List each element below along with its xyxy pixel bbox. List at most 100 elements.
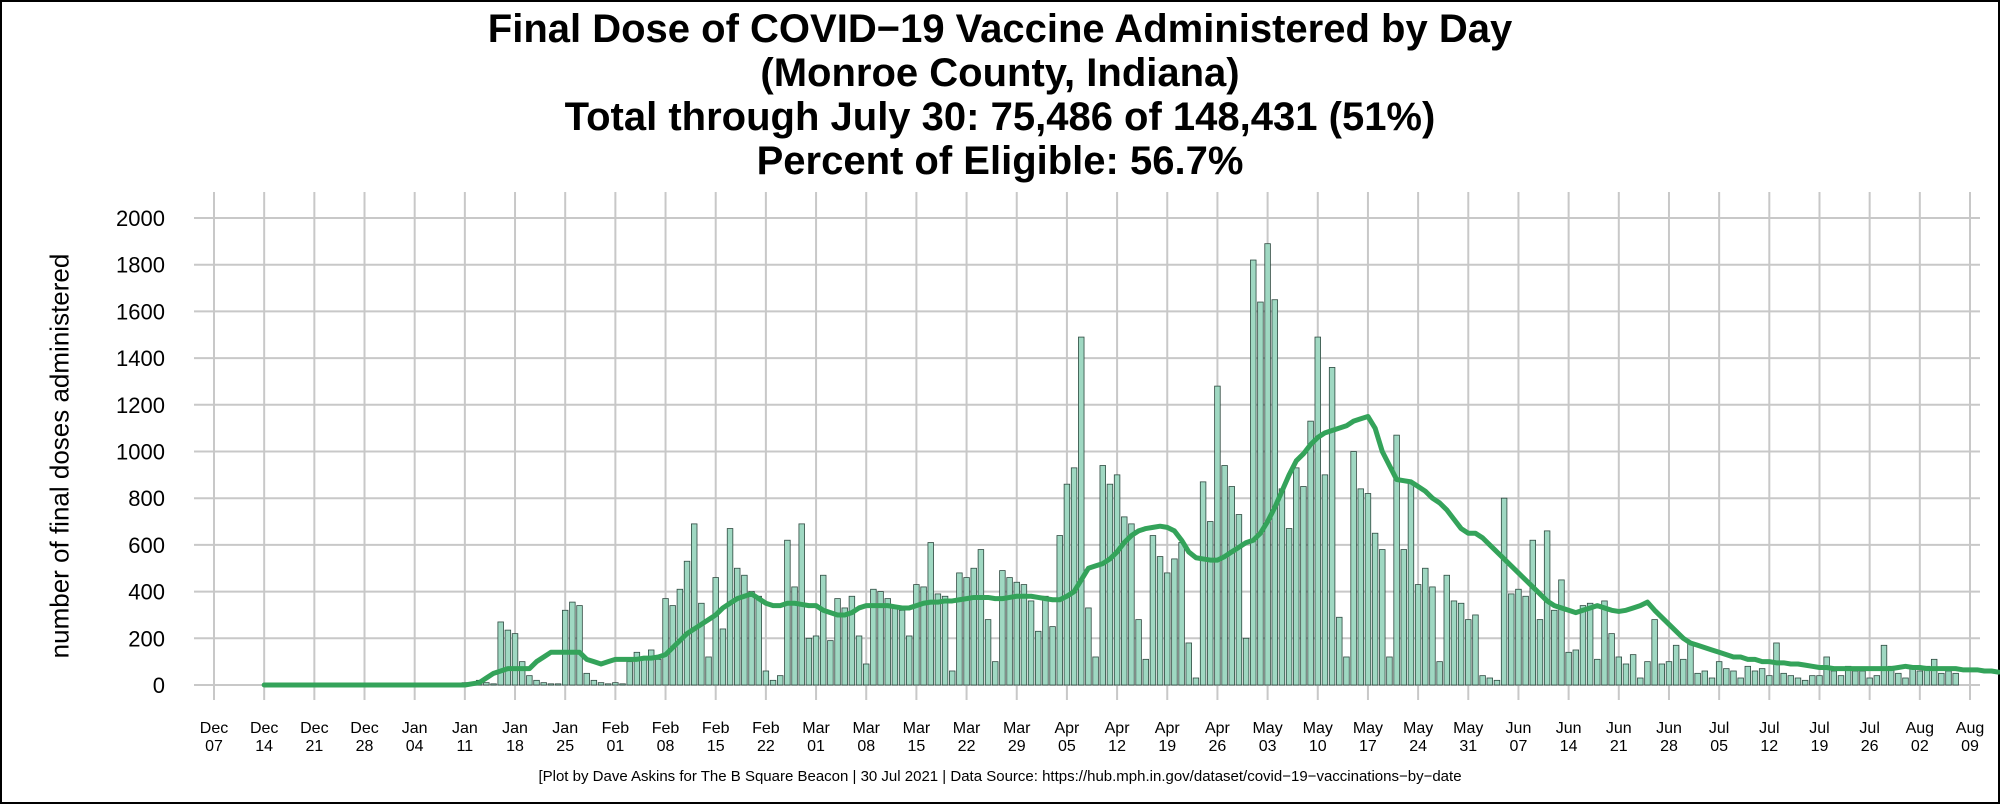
daily-dose-bar [1336, 616, 1343, 686]
daily-dose-bar [1450, 600, 1458, 686]
x-tick-label: Apr 12 [1105, 720, 1131, 755]
daily-dose-bar [1178, 542, 1185, 686]
daily-dose-bar [1694, 672, 1701, 686]
daily-dose-bar [1321, 474, 1329, 686]
daily-dose-bar [705, 656, 712, 686]
x-tick-label: Jan 11 [452, 720, 478, 755]
daily-dose-bar [1758, 668, 1766, 686]
x-tick-label: Feb 15 [702, 720, 730, 755]
daily-dose-bar [1565, 651, 1572, 686]
daily-dose-bar [1314, 336, 1321, 686]
daily-dose-bar [1701, 670, 1709, 686]
daily-dose-bar [984, 619, 992, 686]
daily-dose-bar [762, 670, 770, 686]
daily-dose-bar [1515, 588, 1522, 686]
x-tick-label: Jul 05 [1709, 720, 1729, 755]
daily-dose-bar [490, 683, 497, 686]
daily-dose-bar [1479, 675, 1486, 686]
daily-dose-bar [1429, 586, 1436, 686]
daily-dose-bar [1328, 367, 1336, 686]
daily-dose-bar [748, 591, 755, 686]
daily-dose-bar [1443, 574, 1450, 686]
x-tick-label: Jan 04 [402, 720, 428, 755]
daily-dose-bar [1723, 668, 1730, 686]
daily-dose-bar [970, 567, 977, 686]
daily-dose-bar [1207, 521, 1214, 686]
chart-title-line-3: Total through July 30: 75,486 of 148,431… [564, 95, 1436, 139]
daily-dose-bar [1285, 528, 1293, 686]
daily-dose-bar [1902, 677, 1909, 686]
daily-dose-bar [1271, 299, 1278, 686]
daily-dose-bar [1049, 626, 1056, 686]
daily-dose-bar [504, 629, 512, 686]
daily-dose-bar [1543, 530, 1551, 686]
daily-dose-bar [1859, 670, 1866, 686]
x-tick-label: Jun 28 [1656, 720, 1682, 755]
daily-dose-bar [554, 683, 562, 686]
daily-dose-bar [777, 675, 784, 686]
daily-dose-bar [1751, 670, 1759, 686]
daily-dose-bar [1106, 483, 1114, 686]
daily-dose-bar [1930, 658, 1938, 686]
daily-dose-bar [648, 649, 655, 686]
daily-dose-bar [1665, 661, 1673, 686]
daily-dose-bar [1293, 467, 1300, 686]
daily-dose-bar [1400, 549, 1407, 686]
daily-dose-bar [855, 635, 863, 686]
daily-dose-bar [1916, 670, 1924, 686]
daily-dose-bar [949, 670, 956, 686]
daily-dose-bar [1092, 656, 1099, 686]
x-tick-label: Mar 08 [852, 720, 880, 755]
daily-dose-bar [633, 651, 641, 686]
x-tick-label: May 03 [1252, 720, 1282, 755]
daily-dose-bar [1035, 630, 1042, 686]
daily-dose-bar [734, 567, 741, 686]
daily-dose-bar [1300, 486, 1307, 686]
daily-dose-bar [1687, 642, 1694, 686]
daily-dose-bar [805, 637, 813, 686]
x-tick-label: Feb 22 [752, 720, 780, 755]
daily-dose-bar [1579, 605, 1587, 686]
daily-dose-bar [712, 577, 719, 686]
daily-dose-bar [1508, 593, 1515, 686]
x-tick-label: Apr 05 [1054, 720, 1080, 755]
daily-dose-bar [1586, 602, 1594, 686]
x-tick-label: Jun 07 [1506, 720, 1532, 755]
y-tick-label: 0 [153, 673, 165, 698]
daily-dose-bar [1250, 259, 1257, 686]
x-tick-label: Jun 21 [1606, 720, 1632, 755]
y-tick-label: 2000 [116, 206, 165, 231]
daily-dose-bar [1766, 675, 1773, 686]
daily-dose-bar [1909, 668, 1916, 686]
daily-dose-bar [1823, 656, 1830, 686]
daily-dose-bar [1128, 523, 1135, 686]
daily-dose-bar [1113, 474, 1121, 686]
daily-dose-bar [927, 542, 934, 686]
daily-dose-bar [1787, 675, 1795, 686]
daily-dose-bar [1615, 656, 1622, 686]
daily-dose-bar [1422, 567, 1429, 686]
daily-dose-bar [1063, 483, 1071, 686]
daily-dose-bar [1880, 644, 1888, 686]
daily-dose-bar [1156, 556, 1164, 686]
daily-dose-bar [1500, 497, 1508, 686]
daily-dose-bar [906, 635, 913, 686]
x-tick-label: Dec 28 [350, 720, 378, 755]
daily-dose-bar [1637, 677, 1644, 686]
daily-dose-bar [1737, 677, 1744, 686]
y-tick-label: 1400 [116, 346, 165, 371]
daily-dose-bar [1414, 584, 1422, 686]
daily-dose-bar [1199, 481, 1207, 686]
daily-dose-bar [1070, 467, 1078, 686]
x-tick-label: Mar 15 [903, 720, 931, 755]
daily-dose-bar [812, 635, 820, 686]
daily-dose-bar [1594, 658, 1601, 686]
y-axis-ticks: 0 200 400 600 800 1000 1200 1400 1600 1800 2000 [116, 206, 165, 698]
daily-dose-bar [1794, 677, 1802, 686]
daily-dose-bar [877, 591, 884, 686]
daily-dose-bar [497, 621, 504, 686]
daily-dose-bar [769, 679, 777, 686]
daily-dose-bar [1235, 514, 1243, 686]
daily-dose-bar [1551, 609, 1558, 686]
